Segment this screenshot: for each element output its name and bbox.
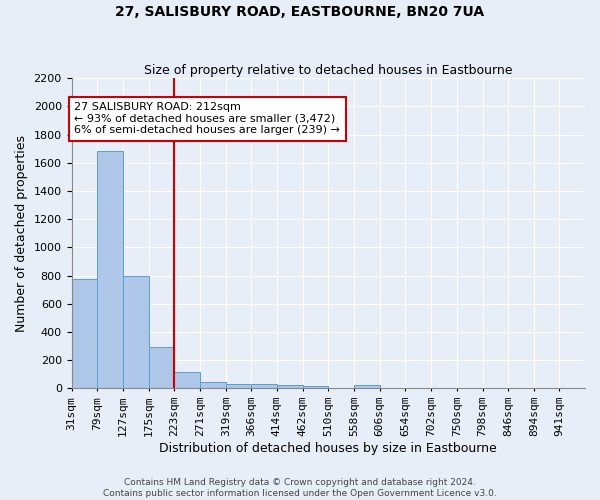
Bar: [175, 372, 200, 388]
Bar: [277, 385, 302, 388]
Bar: [123, 276, 149, 388]
X-axis label: Distribution of detached houses by size in Eastbourne: Distribution of detached houses by size …: [160, 442, 497, 455]
Title: Size of property relative to detached houses in Eastbourne: Size of property relative to detached ho…: [144, 64, 512, 77]
Bar: [71, 279, 97, 388]
Bar: [97, 152, 123, 388]
Text: 27 SALISBURY ROAD: 212sqm
← 93% of detached houses are smaller (3,472)
6% of sem: 27 SALISBURY ROAD: 212sqm ← 93% of detac…: [74, 102, 340, 136]
Bar: [200, 382, 226, 388]
Text: 27, SALISBURY ROAD, EASTBOURNE, BN20 7UA: 27, SALISBURY ROAD, EASTBOURNE, BN20 7UA: [115, 5, 485, 19]
Bar: [302, 386, 328, 388]
Bar: [251, 384, 277, 388]
Bar: [149, 346, 175, 389]
Bar: [354, 385, 380, 388]
Text: Contains HM Land Registry data © Crown copyright and database right 2024.
Contai: Contains HM Land Registry data © Crown c…: [103, 478, 497, 498]
Bar: [226, 384, 251, 388]
Y-axis label: Number of detached properties: Number of detached properties: [15, 134, 28, 332]
